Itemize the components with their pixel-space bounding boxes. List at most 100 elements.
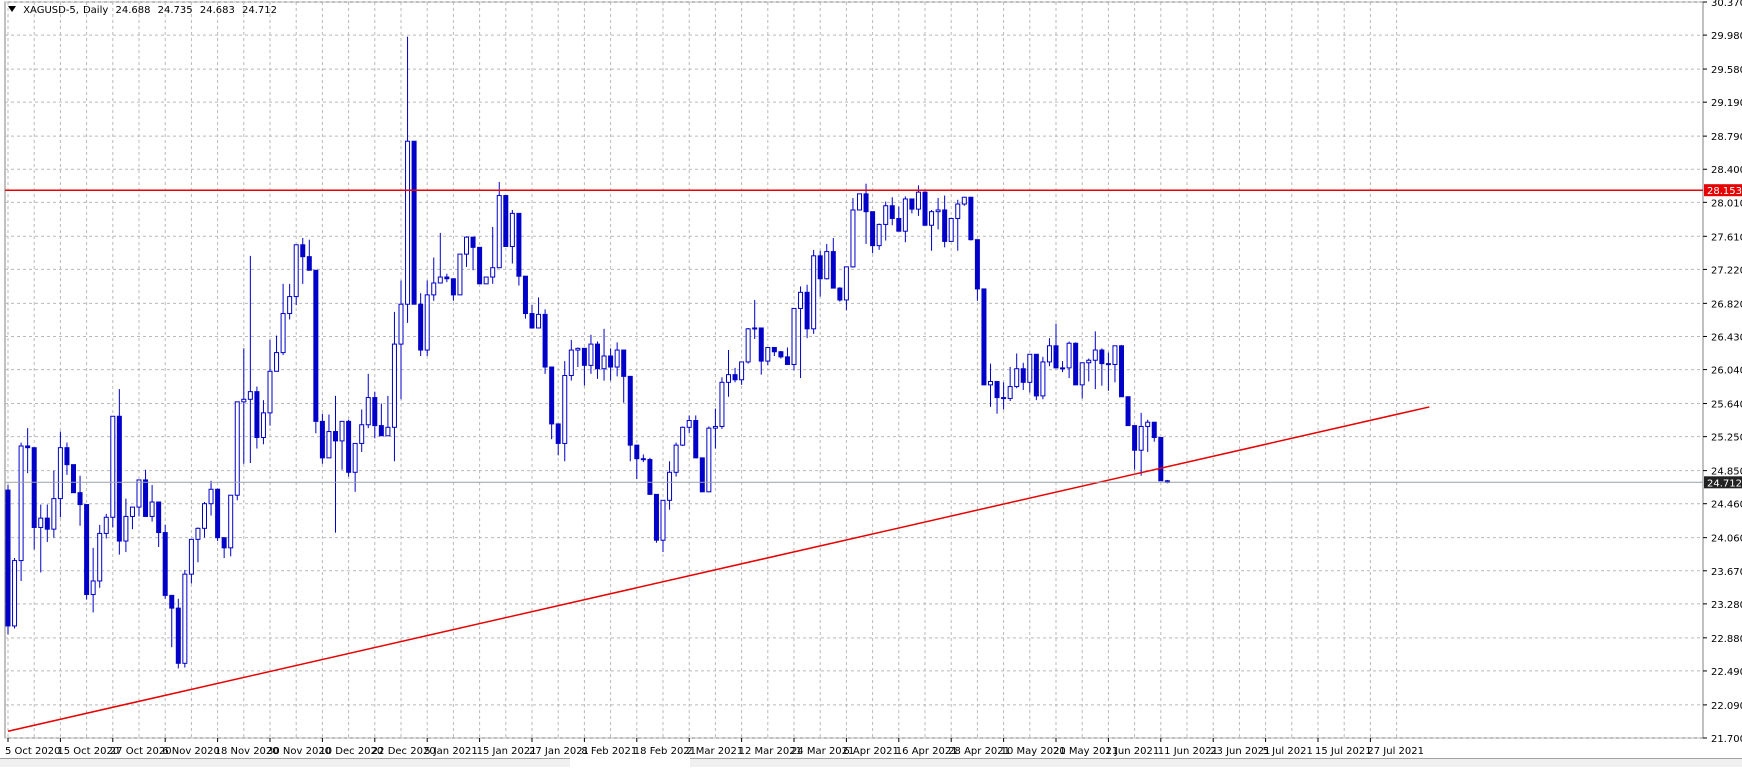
candle-body [608, 355, 614, 368]
chart-header: XAGUSD-5, Daily 24.688 24.735 24.683 24.7… [8, 5, 281, 16]
candle-body [627, 375, 633, 446]
candle-body [804, 291, 810, 330]
candle-body [1066, 342, 1072, 369]
candle-body [1014, 368, 1020, 388]
candle-body [909, 198, 915, 210]
candle-body [693, 420, 699, 459]
candle-body [509, 212, 515, 247]
candle-body [876, 223, 882, 247]
candle-body [752, 327, 758, 330]
candle-body [726, 374, 731, 383]
candle-body [1105, 363, 1111, 366]
candle-body [1138, 425, 1144, 451]
candle-body [968, 196, 974, 241]
y-tick-label: 29.580 [1711, 65, 1742, 76]
candle-body [896, 217, 902, 232]
candle-body [1060, 367, 1066, 370]
close-value: 24.712 [242, 5, 278, 16]
y-tick-label: 23.280 [1711, 600, 1742, 611]
candle-body [1145, 421, 1151, 427]
y-tick-label: 22.490 [1711, 667, 1742, 678]
candle-body [988, 380, 993, 386]
candle-body [1079, 362, 1085, 386]
x-tick-label: 18 Feb 2021 [634, 746, 696, 757]
candle-body [234, 401, 240, 496]
candle-body [889, 205, 895, 219]
candle-body [542, 313, 548, 368]
low-value: 24.683 [199, 5, 235, 16]
y-tick-label: 28.790 [1711, 132, 1742, 143]
candle-body [464, 236, 469, 255]
candle-body [202, 503, 207, 529]
x-tick-label: 22 Dec 2020 [372, 746, 436, 757]
horizontal-scrollbar-right[interactable] [690, 758, 1742, 767]
x-tick-label: 20 May 2021 [1053, 746, 1118, 757]
candle-body [129, 506, 135, 517]
candle-body [149, 501, 155, 517]
y-tick-label: 29.980 [1711, 31, 1742, 42]
x-tick-label: 8 Feb 2021 [581, 746, 637, 757]
candle-body [640, 458, 646, 461]
candle-body [503, 195, 509, 247]
candle-body [444, 276, 450, 280]
x-tick-label: 5 Jan 2021 [424, 746, 478, 757]
x-tick-label: 16 Apr 2021 [896, 746, 958, 757]
trend-line[interactable] [7, 406, 1430, 732]
candle-body [981, 288, 987, 386]
candle-body [863, 193, 869, 213]
candle-body [57, 447, 63, 500]
candle-body [745, 328, 751, 363]
candle-body [333, 431, 338, 442]
candle-body [424, 294, 430, 351]
x-tick-label: 23 Jun 2021 [1210, 746, 1270, 757]
candle-body [143, 479, 149, 517]
x-tick-label: 10 Dec 2020 [319, 746, 383, 757]
candle-body [247, 391, 253, 400]
candle-body [811, 255, 817, 330]
y-tick-label: 26.430 [1711, 332, 1742, 343]
candle-body [935, 209, 941, 213]
candle-body [260, 412, 266, 438]
candle-body [372, 397, 378, 427]
candle-body [274, 352, 280, 372]
candle-body [64, 447, 70, 466]
candle-body [300, 244, 306, 258]
candle-body [568, 349, 574, 377]
candle-body [5, 489, 11, 627]
x-tick-label: 15 Jul 2021 [1315, 746, 1372, 757]
candle-body [712, 425, 718, 429]
candle-body [516, 212, 522, 277]
candle-body [830, 251, 836, 289]
x-tick-label: 15 Jan 2021 [477, 746, 537, 757]
resistance-price-label-bg [1704, 184, 1742, 197]
candle-body [974, 239, 980, 290]
candle-body [319, 420, 325, 459]
candle-body [378, 425, 384, 437]
candle-body [182, 573, 188, 664]
candle-body [549, 366, 555, 425]
candle-body [359, 424, 365, 444]
candle-body [1112, 345, 1118, 365]
y-tick-label: 26.820 [1711, 299, 1742, 310]
horizontal-scrollbar-left[interactable] [0, 758, 570, 767]
candle-body [1092, 349, 1098, 361]
candle-body [955, 203, 961, 219]
candle-body [136, 479, 142, 508]
candle-body [1040, 361, 1046, 397]
x-tick-label: 24 Mar 2021 [791, 746, 854, 757]
x-tick-label: 6 Nov 2020 [162, 746, 220, 757]
y-tick-label: 27.220 [1711, 265, 1742, 276]
candle-body [162, 532, 168, 596]
x-tick-label: 28 Apr 2021 [948, 746, 1010, 757]
candle-body [994, 380, 1000, 399]
candle-body [71, 464, 76, 494]
candle-body [1046, 345, 1052, 363]
y-tick-label: 24.460 [1711, 500, 1742, 511]
x-tick-label: 15 Oct 2020 [57, 746, 119, 757]
candle-body [732, 374, 738, 381]
candle-body [771, 347, 777, 353]
chevron-down-icon[interactable] [8, 6, 16, 12]
x-tick-label: 1 Jun 2021 [1105, 746, 1159, 757]
